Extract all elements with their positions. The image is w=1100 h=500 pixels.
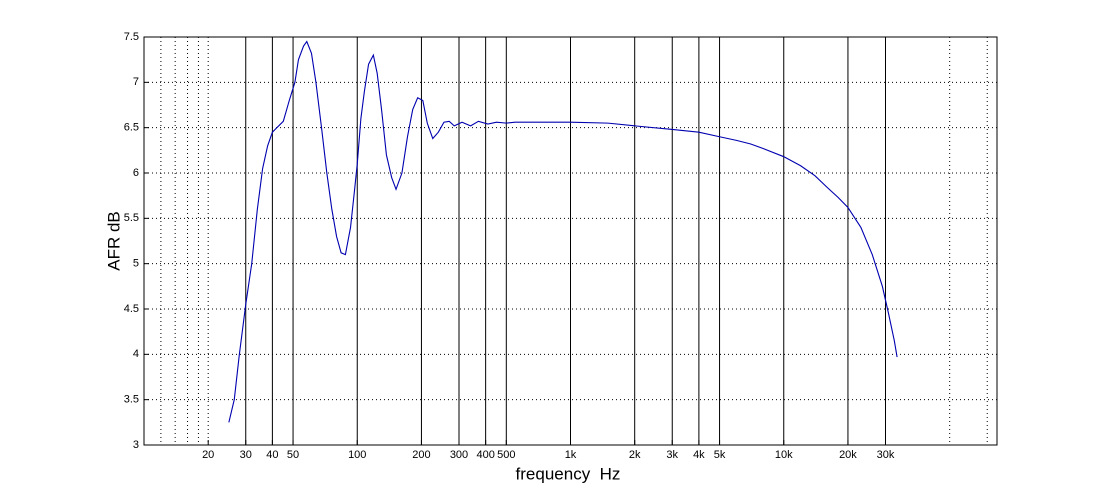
x-tick-label: 20: [202, 449, 214, 461]
data-line: [228, 40, 898, 423]
x-tick-label: 200: [412, 449, 430, 461]
x-tick-label: 50: [287, 449, 299, 461]
y-tick-label: 4: [133, 348, 139, 360]
y-tick-label: 3: [133, 439, 139, 451]
x-tick-label: 30: [240, 449, 252, 461]
x-axis-label: frequency Hz: [516, 464, 621, 483]
y-axis-label: AFR dB: [104, 211, 123, 271]
x-tick-label: 300: [450, 449, 468, 461]
y-tick-label: 5: [133, 258, 139, 270]
y-tick-label: 5.5: [124, 212, 139, 224]
x-tick-label: 1k: [565, 449, 577, 461]
x-tick-label: 400: [476, 449, 494, 461]
y-tick-label: 3.5: [124, 394, 139, 406]
y-tick-label: 7.5: [124, 31, 139, 43]
x-tick-label: 2k: [629, 449, 641, 461]
x-tick-label: 500: [497, 449, 515, 461]
x-tick-label: 3k: [666, 449, 678, 461]
x-tick-label: 30k: [877, 449, 895, 461]
y-tick-label: 6: [133, 167, 139, 179]
x-tick-label: 10k: [775, 449, 793, 461]
x-tick-label: 40: [266, 449, 278, 461]
y-tick-label: 7: [133, 76, 139, 88]
x-tick-label: 4k: [693, 449, 705, 461]
x-tick-label: 100: [348, 449, 366, 461]
y-tick-label: 4.5: [124, 303, 139, 315]
x-tick-label: 5k: [714, 449, 726, 461]
x-tick-label: 20k: [839, 449, 857, 461]
y-tick-label: 6.5: [124, 122, 139, 134]
